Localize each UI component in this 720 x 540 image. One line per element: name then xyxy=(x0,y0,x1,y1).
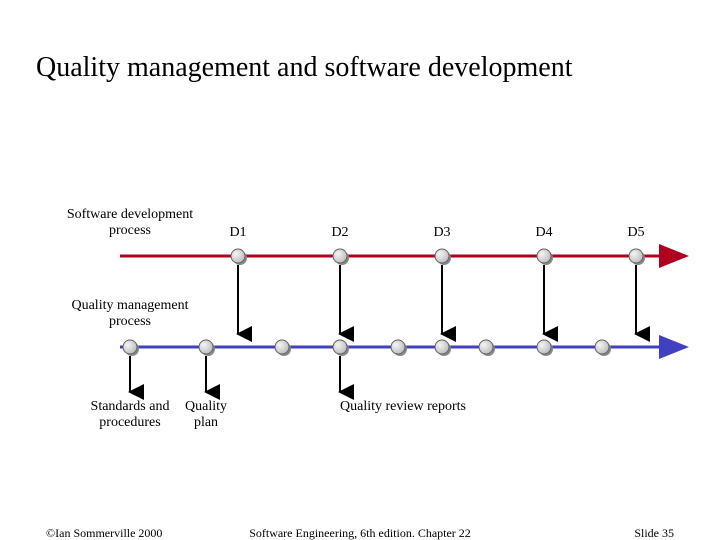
qm-node xyxy=(595,340,609,354)
dev-node-label: D2 xyxy=(331,225,348,240)
diagram-label: Quality review reports xyxy=(340,399,466,414)
footer-slide-number: Slide 35 xyxy=(634,526,674,540)
qm-node xyxy=(275,340,289,354)
qm-node xyxy=(199,340,213,354)
qm-node xyxy=(479,340,493,354)
dev-node-label: D1 xyxy=(229,225,246,240)
qm-node xyxy=(333,340,347,354)
dev-node xyxy=(231,249,245,263)
diagram-label: plan xyxy=(194,415,218,430)
dev-node xyxy=(435,249,449,263)
dev-node xyxy=(333,249,347,263)
qm-node xyxy=(391,340,405,354)
dev-node xyxy=(537,249,551,263)
dev-node-label: D3 xyxy=(433,225,450,240)
diagram-label: procedures xyxy=(99,415,160,430)
diagram-label: Standards and xyxy=(91,399,170,414)
dev-node-label: D5 xyxy=(627,225,644,240)
diagram-label: process xyxy=(109,314,151,329)
qm-node xyxy=(123,340,137,354)
diagram-label: process xyxy=(109,223,151,238)
qm-node xyxy=(537,340,551,354)
dev-node xyxy=(629,249,643,263)
slide: Quality management and software developm… xyxy=(0,0,720,540)
diagram-label: Quality management xyxy=(71,298,188,313)
diagram-label: Software development xyxy=(67,207,193,222)
diagram-label: Quality xyxy=(185,399,227,414)
dev-node-label: D4 xyxy=(535,225,552,240)
footer-chapter: Software Engineering, 6th edition. Chapt… xyxy=(0,526,720,540)
qm-node xyxy=(435,340,449,354)
process-diagram: Software developmentprocessQuality manag… xyxy=(0,0,720,540)
